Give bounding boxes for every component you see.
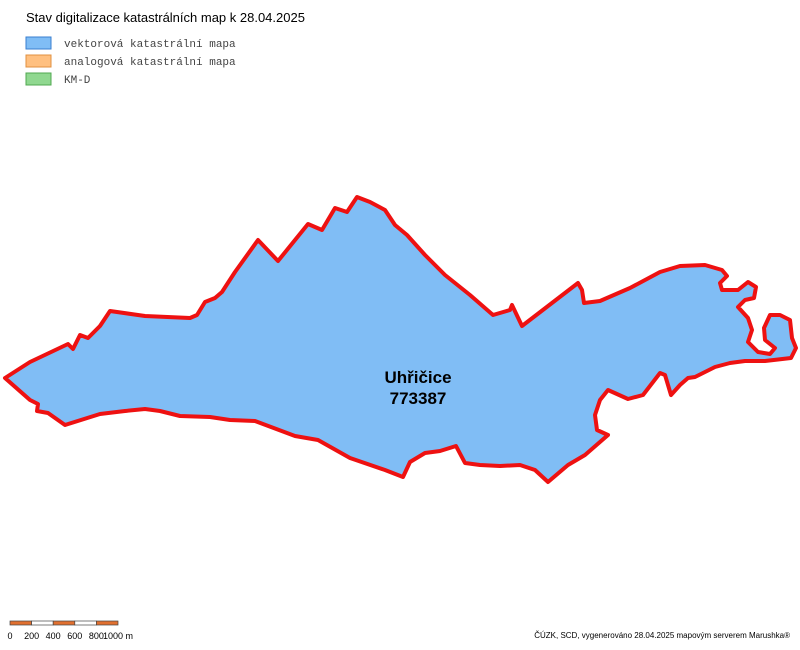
legend-swatch — [25, 54, 52, 68]
scale-label: 600 — [67, 631, 82, 641]
legend-label: vektorová katastrální mapa — [64, 39, 236, 51]
cadastral-area[interactable] — [3, 195, 798, 484]
legend-swatch — [25, 72, 52, 86]
scale-label: 400 — [46, 631, 61, 641]
scale-label: 800 — [89, 631, 104, 641]
scale-label: 1000 m — [103, 631, 133, 641]
legend-swatch — [25, 36, 52, 50]
footer-credit: ČÚZK, SCD, vygenerováno 28.04.2025 mapov… — [534, 631, 790, 640]
title: Stav digitalizace katastrálních map k 28… — [26, 10, 305, 25]
legend-label: KM-D — [64, 75, 91, 87]
area-name: Uhřičice — [384, 368, 451, 387]
scale-label: 0 — [7, 631, 12, 641]
legend-label: analogová katastrální mapa — [64, 57, 236, 69]
scale-label: 200 — [24, 631, 39, 641]
area-code: 773387 — [390, 389, 447, 408]
scale-bar — [9, 620, 119, 626]
